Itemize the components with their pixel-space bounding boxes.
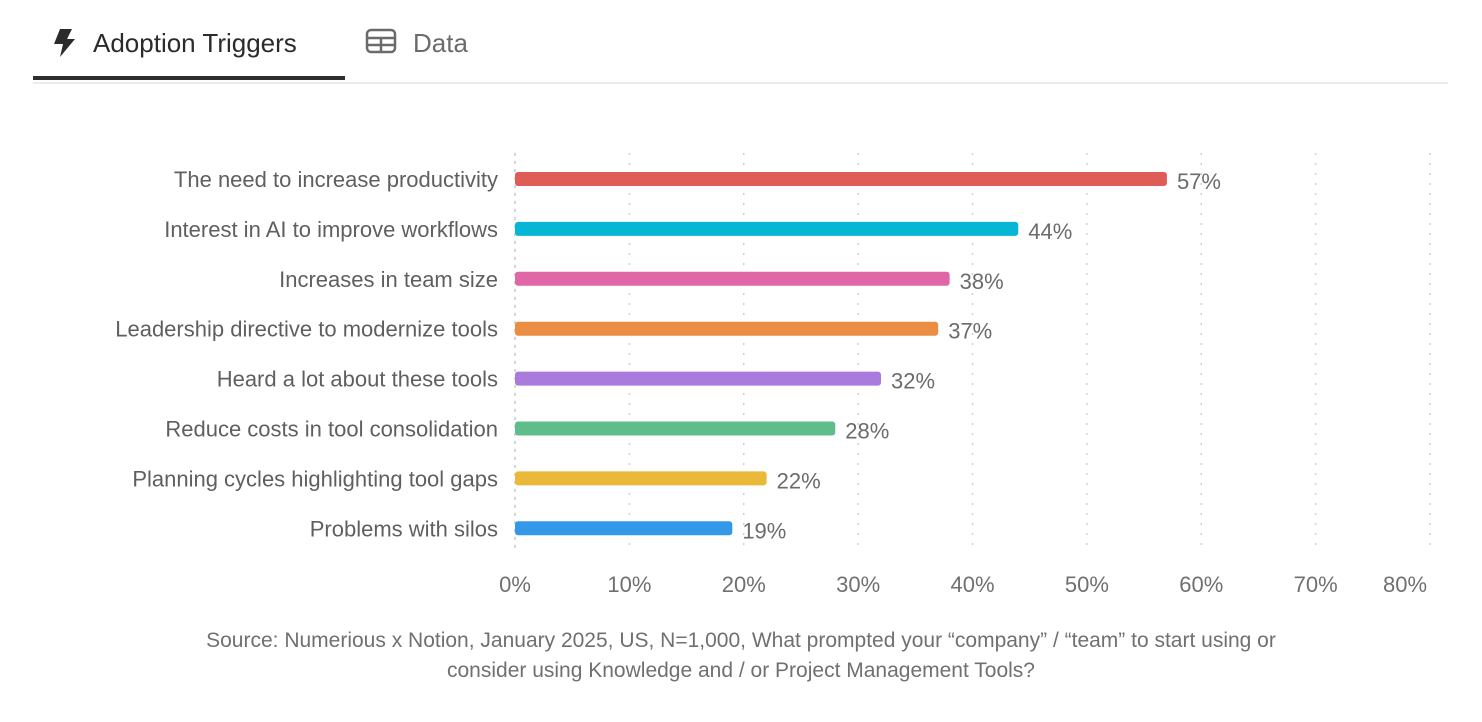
x-tick-label: 0% bbox=[499, 572, 531, 597]
data-label: 57% bbox=[1177, 169, 1221, 194]
x-tick-label: 80% bbox=[1383, 572, 1427, 597]
x-tick-label: 40% bbox=[950, 572, 994, 597]
table-icon bbox=[365, 28, 397, 54]
bar bbox=[515, 321, 939, 336]
tab-data[interactable]: Data bbox=[365, 26, 468, 59]
data-label: 28% bbox=[845, 419, 889, 444]
tab-bar: Adoption Triggers Data bbox=[33, 0, 1448, 84]
x-tick-label: 60% bbox=[1179, 572, 1223, 597]
tab-label: Adoption Triggers bbox=[93, 28, 297, 58]
bar bbox=[515, 172, 1167, 186]
bar bbox=[515, 271, 950, 286]
lightning-icon bbox=[54, 29, 75, 57]
x-tick-label: 30% bbox=[836, 572, 880, 597]
data-label: 44% bbox=[1028, 219, 1072, 244]
source-line-2: consider using Knowledge and / or Projec… bbox=[447, 659, 1035, 682]
data-label: 37% bbox=[948, 319, 992, 344]
x-tick-label: 10% bbox=[607, 572, 651, 597]
bar-chart: 0% 10% 20% 30% 40% 50% 60% 70% 80% The need to in… bbox=[115, 153, 1431, 597]
bar bbox=[515, 421, 836, 436]
category-label: The need to increase productivity bbox=[174, 167, 498, 192]
bar bbox=[515, 371, 881, 386]
data-label: 32% bbox=[891, 369, 935, 394]
category-label: Leadership directive to modernize tools bbox=[115, 317, 498, 342]
x-tick-label: 20% bbox=[722, 572, 766, 597]
bar bbox=[515, 521, 733, 536]
category-label: Increases in team size bbox=[279, 267, 498, 292]
category-label: Planning cycles highlighting tool gaps bbox=[132, 466, 498, 491]
x-tick-label: 50% bbox=[1065, 572, 1109, 597]
category-label: Interest in AI to improve workflows bbox=[164, 217, 498, 242]
source-line-1: Source: Numerious x Notion, January 2025… bbox=[206, 629, 1276, 652]
category-label: Reduce costs in tool consolidation bbox=[165, 417, 498, 442]
data-label: 19% bbox=[742, 518, 786, 543]
category-label: Heard a lot about these tools bbox=[217, 367, 498, 392]
bar bbox=[515, 471, 767, 486]
tab-adoption-triggers[interactable]: Adoption Triggers bbox=[33, 26, 345, 80]
category-label: Problems with silos bbox=[310, 516, 498, 541]
data-label: 38% bbox=[960, 269, 1004, 294]
tab-label: Data bbox=[413, 28, 468, 58]
data-label: 22% bbox=[777, 468, 821, 493]
x-tick-label: 70% bbox=[1294, 572, 1338, 597]
bar bbox=[515, 221, 1019, 236]
source-note: Source: Numerious x Notion, January 2025… bbox=[0, 626, 1482, 686]
